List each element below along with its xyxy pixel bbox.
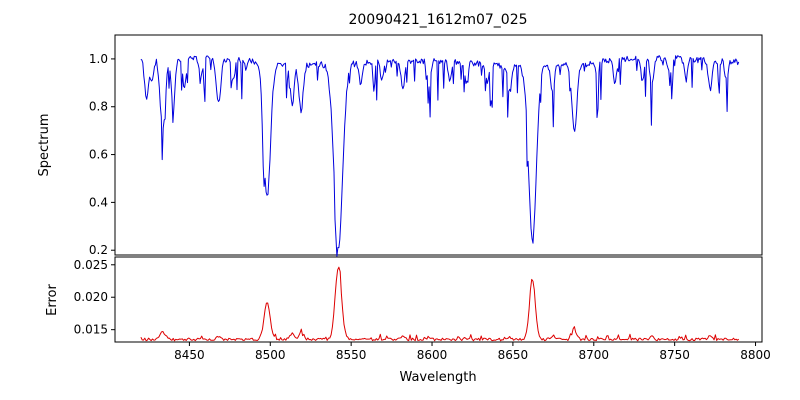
y-tick-label: 0.015 (74, 323, 108, 337)
plot-area: 8450 8500 8550 8600 8650 8700 8750 8800 0.2 0.4 0.… (74, 34, 771, 362)
y-tick-label: 1.0 (89, 52, 108, 66)
x-axis-label: Wavelength (399, 370, 476, 385)
y-tick-label: 0.2 (89, 243, 108, 257)
x-tick-label: 8750 (659, 348, 690, 362)
y-tick-label: 0.8 (89, 100, 108, 114)
chart-title: 20090421_1612m07_025 (348, 12, 527, 28)
y-tick-label: 0.025 (74, 258, 108, 272)
spectrum-y-axis-label: Spectrum (37, 114, 52, 177)
x-tick-label: 8800 (740, 348, 771, 362)
y-tick-label: 0.4 (89, 195, 108, 209)
spectrum-panel-frame (114, 34, 763, 256)
x-tick-label: 8600 (417, 348, 448, 362)
x-tick-label: 8700 (579, 348, 610, 362)
x-tick-label: 8450 (174, 348, 205, 362)
x-tick-label: 8550 (336, 348, 367, 362)
y-tick-label: 0.020 (74, 290, 108, 304)
spectrum-line (140, 55, 740, 257)
y-tick-label: 0.6 (89, 148, 108, 162)
error-panel-frame (114, 256, 763, 343)
error-line (140, 266, 740, 342)
x-tick-label: 8500 (255, 348, 286, 362)
error-y-axis-label: Error (45, 284, 60, 316)
x-tick-label: 8650 (498, 348, 529, 362)
